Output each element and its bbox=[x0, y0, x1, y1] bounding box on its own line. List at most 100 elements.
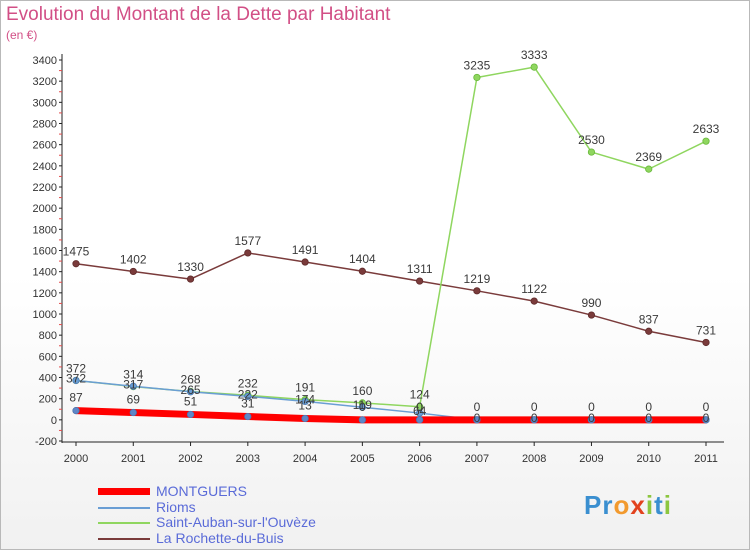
data-point bbox=[186, 410, 195, 419]
data-label: 0 bbox=[531, 411, 538, 425]
data-point bbox=[645, 327, 653, 335]
data-point bbox=[301, 397, 309, 406]
data-label: 1122 bbox=[521, 282, 547, 296]
data-label: 174 bbox=[295, 392, 315, 406]
data-label: 1330 bbox=[177, 260, 204, 274]
legend-label: La Rochette-du-Buis bbox=[156, 529, 284, 546]
data-label: 1475 bbox=[63, 245, 90, 259]
y-tick-label: 3200 bbox=[33, 76, 57, 88]
y-tick-label: 800 bbox=[39, 330, 57, 342]
data-label: 64 bbox=[413, 404, 427, 418]
y-tick-label: 3400 bbox=[33, 55, 57, 67]
data-point bbox=[301, 258, 309, 266]
legend-swatch bbox=[98, 537, 150, 540]
data-label: 0 bbox=[588, 411, 595, 425]
data-label: 87 bbox=[69, 391, 83, 405]
x-tick-label: 2002 bbox=[178, 453, 202, 465]
data-label: 0 bbox=[703, 400, 710, 414]
x-tick-label: 2010 bbox=[636, 453, 660, 465]
chart-subtitle: (en €) bbox=[6, 28, 38, 42]
x-tick-label: 2007 bbox=[465, 453, 489, 465]
logo-letter: r bbox=[602, 490, 614, 520]
data-label: 0 bbox=[359, 400, 366, 414]
y-tick-label: 1000 bbox=[33, 309, 57, 321]
logo-letter: i bbox=[663, 490, 672, 520]
data-label: 2530 bbox=[578, 133, 605, 147]
data-point bbox=[72, 260, 80, 268]
data-point bbox=[530, 63, 538, 71]
x-tick-label: 2011 bbox=[694, 453, 718, 465]
data-label: 0 bbox=[703, 411, 710, 425]
series-line-0 bbox=[72, 407, 710, 424]
data-point bbox=[645, 165, 653, 173]
data-label: 191 bbox=[295, 381, 315, 395]
data-label: 0 bbox=[474, 411, 481, 425]
y-tick-label: 1800 bbox=[33, 224, 57, 236]
x-tick-label: 2004 bbox=[293, 453, 317, 465]
series-line-3 bbox=[75, 252, 707, 344]
data-label: 119 bbox=[353, 398, 372, 412]
data-label: 372 bbox=[66, 361, 86, 375]
data-label: 3235 bbox=[464, 58, 491, 72]
logo-letter: i bbox=[645, 490, 655, 520]
data-label: 160 bbox=[352, 384, 372, 398]
data-label: 314 bbox=[123, 368, 143, 382]
data-point bbox=[72, 407, 80, 415]
data-point bbox=[358, 267, 366, 275]
data-point bbox=[129, 267, 137, 276]
data-point bbox=[186, 275, 195, 283]
y-tick-label: 1600 bbox=[33, 246, 57, 258]
data-point bbox=[358, 403, 366, 411]
data-label: 2633 bbox=[693, 122, 720, 136]
data-label: 0 bbox=[588, 400, 595, 414]
x-tick-label: 2000 bbox=[64, 453, 88, 465]
data-label: 317 bbox=[123, 377, 143, 391]
y-tick-label: 200 bbox=[39, 394, 57, 406]
data-label: 0 bbox=[645, 411, 652, 425]
x-tick-label: 2008 bbox=[522, 453, 546, 465]
logo-letter: t bbox=[654, 490, 664, 520]
data-point bbox=[244, 412, 252, 421]
x-tick-label: 2003 bbox=[236, 453, 260, 465]
y-tick-label: 2200 bbox=[33, 182, 57, 194]
data-label: 1219 bbox=[464, 272, 491, 286]
data-point bbox=[416, 277, 424, 285]
data-point bbox=[301, 414, 309, 423]
data-label: 0 bbox=[645, 400, 652, 414]
data-point bbox=[587, 148, 596, 156]
data-point bbox=[587, 311, 596, 319]
y-tick-label: 2000 bbox=[33, 203, 57, 215]
x-tick-label: 2001 bbox=[121, 453, 145, 465]
logo-letter: P bbox=[584, 490, 603, 520]
logo-letter: x bbox=[630, 490, 646, 520]
data-point bbox=[72, 376, 80, 385]
logo-letter: o bbox=[613, 490, 631, 520]
x-tick-label: 2009 bbox=[579, 453, 603, 465]
data-label: 232 bbox=[238, 376, 258, 390]
data-point bbox=[473, 287, 481, 295]
y-tick-label: 1400 bbox=[33, 267, 57, 279]
legend-swatch bbox=[98, 506, 150, 509]
data-label: 0 bbox=[531, 400, 538, 414]
data-label: 3333 bbox=[521, 48, 548, 62]
data-point bbox=[702, 338, 710, 347]
data-label: 13 bbox=[298, 398, 312, 412]
data-label: 2369 bbox=[635, 150, 662, 164]
data-label: 1311 bbox=[407, 262, 433, 276]
data-label: 31 bbox=[241, 397, 255, 411]
data-label: 1402 bbox=[120, 252, 147, 266]
data-label: 268 bbox=[181, 372, 201, 386]
y-tick-label: 2800 bbox=[33, 119, 57, 131]
data-label: 837 bbox=[639, 312, 659, 326]
y-tick-label: 1200 bbox=[33, 288, 57, 300]
data-point bbox=[702, 416, 710, 424]
proxiti-logo: Proxiti bbox=[584, 490, 672, 521]
y-tick-label: -200 bbox=[35, 436, 57, 448]
data-label: 731 bbox=[696, 323, 716, 337]
chart-title: Evolution du Montant de la Dette par Hab… bbox=[6, 4, 391, 25]
data-point bbox=[473, 73, 481, 82]
data-point bbox=[186, 388, 195, 396]
legend-label: MONTGUERS bbox=[156, 483, 247, 499]
data-label: 1577 bbox=[234, 234, 261, 248]
